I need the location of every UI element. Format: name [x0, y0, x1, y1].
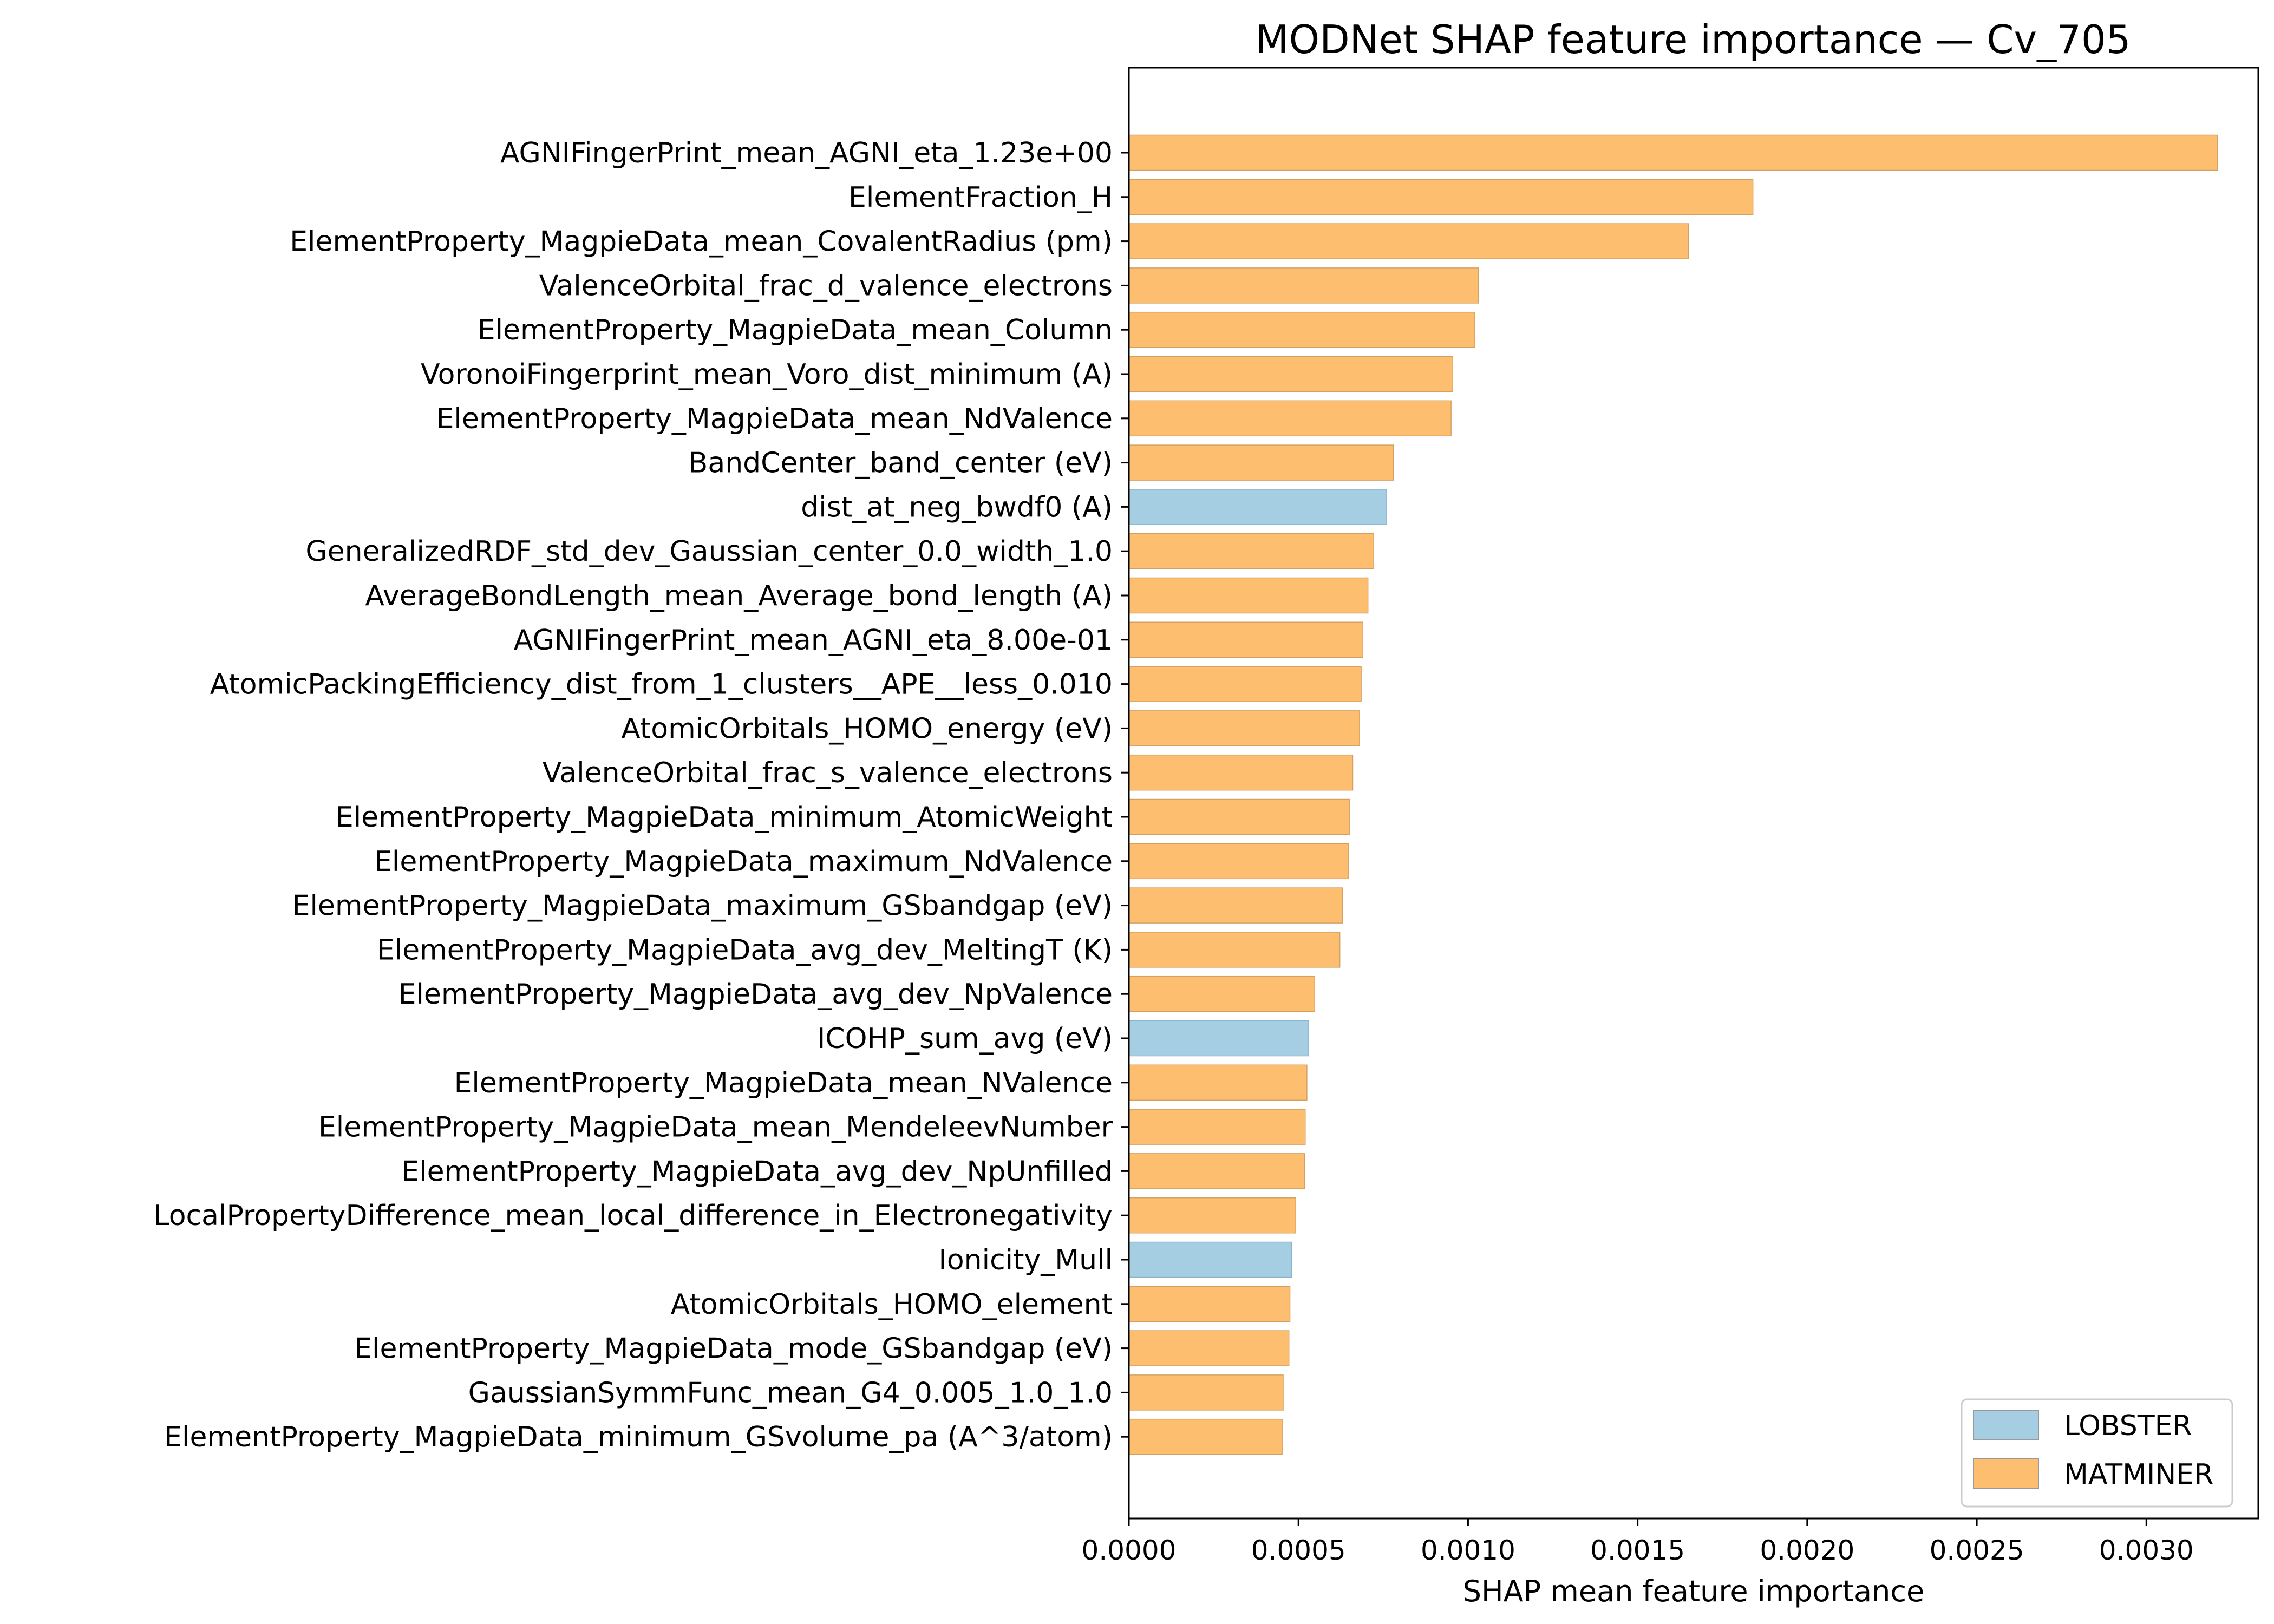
- bar-matminer: [1128, 134, 2218, 171]
- bar-matminer: [1128, 754, 1354, 791]
- x-tick-label: 0.0015: [1590, 1535, 1685, 1566]
- bar-matminer: [1128, 621, 1363, 658]
- feature-label: ElementProperty_MagpieData_mean_NValence: [454, 1067, 1113, 1099]
- bar-matminer: [1128, 710, 1360, 746]
- bar-matminer: [1128, 356, 1453, 392]
- x-tick-label: 0.0000: [1082, 1535, 1177, 1566]
- bar-matminer: [1128, 975, 1316, 1012]
- bar-matminer: [1128, 1109, 1306, 1145]
- feature-label: ElementProperty_MagpieData_avg_dev_NpUnf…: [401, 1155, 1113, 1188]
- bar-matminer: [1128, 1418, 1283, 1455]
- feature-label: GeneralizedRDF_std_dev_Gaussian_center_0…: [305, 535, 1113, 568]
- bar-matminer: [1128, 798, 1350, 835]
- feature-label: ElementProperty_MagpieData_minimum_GSvol…: [164, 1421, 1113, 1453]
- bar-matminer: [1128, 1153, 1305, 1189]
- feature-label: AverageBondLength_mean_Average_bond_leng…: [365, 580, 1113, 612]
- feature-label: ElementProperty_MagpieData_mode_GSbandga…: [354, 1333, 1113, 1365]
- legend-label-matminer: MATMINER: [2064, 1458, 2213, 1491]
- feature-label: VoronoiFingerprint_mean_Voro_dist_minimu…: [421, 358, 1113, 391]
- bar-lobster: [1128, 1020, 1309, 1057]
- x-tick-label: 0.0020: [1760, 1535, 1854, 1566]
- feature-label: ElementProperty_MagpieData_mean_NdValenc…: [436, 403, 1113, 435]
- bar-matminer: [1128, 400, 1452, 437]
- feature-label: ElementProperty_MagpieData_maximum_GSban…: [292, 890, 1113, 922]
- feature-label: Ionicity_Mull: [939, 1244, 1113, 1276]
- bar-matminer: [1128, 223, 1689, 259]
- feature-label: AtomicOrbitals_HOMO_energy (eV): [621, 712, 1113, 745]
- legend-swatch-matminer: [1973, 1458, 2039, 1489]
- bar-matminer: [1128, 577, 1369, 614]
- bar-lobster: [1128, 1241, 1292, 1278]
- feature-label: AtomicPackingEfficiency_dist_from_1_clus…: [210, 669, 1113, 701]
- x-axis-title: SHAP mean feature importance: [1463, 1574, 1925, 1608]
- feature-label: ElementProperty_MagpieData_mean_Mendelee…: [318, 1111, 1113, 1144]
- feature-label: GaussianSymmFunc_mean_G4_0.005_1.0_1.0: [468, 1377, 1113, 1409]
- feature-label: dist_at_neg_bwdf0 (A): [801, 491, 1113, 523]
- feature-label: AtomicOrbitals_HOMO_element: [671, 1288, 1113, 1321]
- bars-layer: [1128, 134, 2218, 1455]
- feature-label: ElementProperty_MagpieData_minimum_Atomi…: [336, 801, 1113, 834]
- feature-label: AGNIFingerPrint_mean_AGNI_eta_1.23e+00: [500, 137, 1113, 169]
- legend-label-lobster: LOBSTER: [2064, 1410, 2192, 1442]
- bar-matminer: [1128, 887, 1343, 924]
- bar-matminer: [1128, 666, 1362, 702]
- feature-label: ElementProperty_MagpieData_mean_Column: [478, 314, 1113, 346]
- x-tick-label: 0.0005: [1251, 1535, 1346, 1566]
- bar-matminer: [1128, 1374, 1284, 1411]
- bar-matminer: [1128, 444, 1394, 481]
- chart-title: MODNet SHAP feature importance — Cv_705: [1255, 17, 2131, 62]
- x-tick-label: 0.0030: [2099, 1535, 2194, 1566]
- feature-label: ElementFraction_H: [848, 181, 1113, 214]
- feature-label: ElementProperty_MagpieData_mean_Covalent…: [290, 226, 1113, 258]
- bar-matminer: [1128, 932, 1341, 968]
- feature-label: ValenceOrbital_frac_d_valence_electrons: [539, 270, 1113, 302]
- feature-label: ICOHP_sum_avg (eV): [817, 1023, 1113, 1055]
- bar-matminer: [1128, 267, 1479, 304]
- bar-matminer: [1128, 533, 1375, 569]
- feature-label: AGNIFingerPrint_mean_AGNI_eta_8.00e-01: [514, 624, 1113, 657]
- x-tick-label: 0.0010: [1421, 1535, 1515, 1566]
- legend: LOBSTER MATMINER: [1961, 1398, 2233, 1508]
- feature-label: ElementProperty_MagpieData_avg_dev_NpVal…: [398, 978, 1113, 1011]
- bar-matminer: [1128, 1197, 1296, 1234]
- bar-matminer: [1128, 1330, 1290, 1366]
- feature-label: LocalPropertyDifference_mean_local_diffe…: [154, 1200, 1113, 1232]
- feature-label: BandCenter_band_center (eV): [689, 447, 1113, 480]
- bar-matminer: [1128, 843, 1349, 880]
- bar-matminer: [1128, 311, 1475, 348]
- bar-matminer: [1128, 1286, 1291, 1322]
- bar-lobster: [1128, 489, 1387, 525]
- feature-label: ElementProperty_MagpieData_avg_dev_Melti…: [377, 934, 1113, 966]
- plot-frame: [1128, 67, 2259, 1520]
- feature-label: ElementProperty_MagpieData_maximum_NdVal…: [374, 846, 1113, 878]
- feature-labels: AGNIFingerPrint_mean_AGNI_eta_1.23e+00 El…: [154, 137, 1129, 1453]
- x-axis: 0.0000 0.0005 0.0010 0.0015 0.0020 0.0025 0.00…: [1082, 1518, 2194, 1566]
- x-tick-label: 0.0025: [1930, 1535, 2024, 1566]
- bar-matminer: [1128, 1064, 1308, 1101]
- feature-label: ValenceOrbital_frac_s_valence_electrons: [543, 757, 1113, 789]
- legend-swatch-lobster: [1973, 1410, 2039, 1440]
- bar-matminer: [1128, 179, 1754, 215]
